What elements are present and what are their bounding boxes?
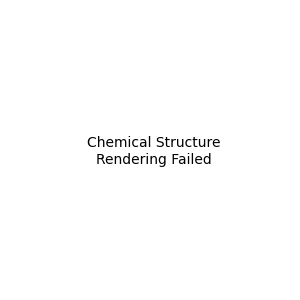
Text: Chemical Structure
Rendering Failed: Chemical Structure Rendering Failed	[87, 136, 220, 166]
